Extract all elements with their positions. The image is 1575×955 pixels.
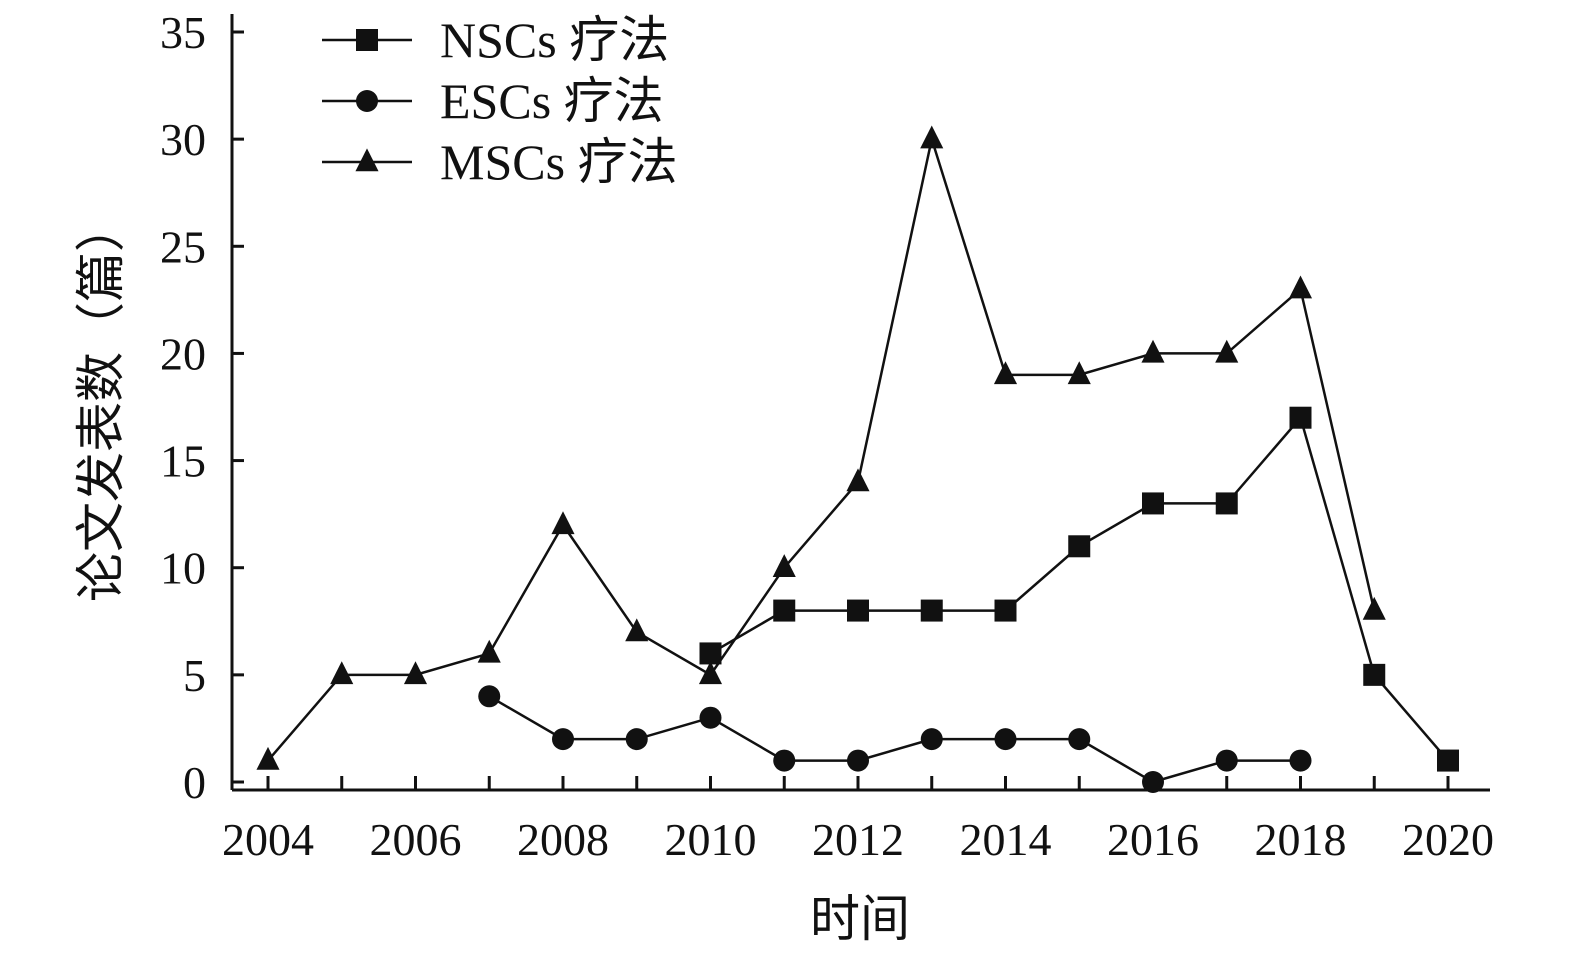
data-point-circle xyxy=(625,728,648,751)
y-tick-label: 0 xyxy=(183,757,206,808)
x-tick-label: 2020 xyxy=(1402,814,1494,865)
y-axis-title: 论文发表数（篇） xyxy=(73,202,129,602)
data-point-square xyxy=(773,599,796,622)
data-point-circle xyxy=(773,749,796,772)
legend-item: NSCs 疗法 xyxy=(322,12,669,68)
data-point-circle xyxy=(356,90,378,112)
data-point-triangle xyxy=(1141,339,1165,363)
data-point-triangle xyxy=(1215,339,1239,363)
data-point-triangle xyxy=(698,661,723,685)
data-point-circle xyxy=(994,728,1017,751)
data-point-triangle xyxy=(846,468,870,492)
data-point-square xyxy=(1068,535,1091,558)
y-tick-label: 20 xyxy=(160,328,206,379)
series-layer xyxy=(256,125,1459,793)
data-point-square xyxy=(1363,663,1386,686)
data-point-square xyxy=(994,599,1017,622)
data-point-circle xyxy=(552,728,574,751)
series-square xyxy=(699,406,1459,772)
x-tick-label: 2006 xyxy=(370,814,462,865)
x-tick-label: 2008 xyxy=(517,814,609,865)
x-tick-label: 2004 xyxy=(222,814,314,865)
legend-item: ESCs 疗法 xyxy=(322,73,664,129)
series-line xyxy=(709,415,1449,762)
series-line xyxy=(267,134,1376,762)
data-point-square xyxy=(920,599,943,622)
x-tick-label: 2014 xyxy=(960,814,1052,865)
y-tick-label: 30 xyxy=(160,114,206,165)
data-point-triangle xyxy=(772,554,796,577)
legend-label: NSCs 疗法 xyxy=(440,12,669,68)
data-point-triangle xyxy=(1067,361,1091,385)
data-point-triangle xyxy=(1288,275,1313,299)
x-axis-title: 时间 xyxy=(810,891,910,947)
data-point-circle xyxy=(1142,771,1164,793)
legend-label: MSCs 疗法 xyxy=(440,134,678,190)
x-tick-label: 2012 xyxy=(812,814,904,865)
data-point-circle xyxy=(699,706,722,729)
data-point-triangle xyxy=(625,618,649,642)
legend-label: ESCs 疗法 xyxy=(440,73,664,129)
y-axis: 0 5 10 15 20 25 30 35 xyxy=(160,7,244,808)
y-tick-label: 5 xyxy=(183,650,206,701)
data-point-circle xyxy=(847,749,869,772)
y-tick-label: 35 xyxy=(160,7,206,58)
legend-item: MSCs 疗法 xyxy=(322,134,678,190)
data-point-triangle xyxy=(256,746,280,770)
y-tick-label: 25 xyxy=(160,221,206,272)
y-ticks: 0 5 10 15 20 25 30 35 xyxy=(160,7,244,808)
data-point-triangle xyxy=(355,148,379,172)
data-point-square xyxy=(356,29,378,51)
data-point-triangle xyxy=(993,361,1018,385)
series-line xyxy=(488,695,1301,784)
x-ticks: 2004 2006 2008 2010 2012 2014 2016 2018 2020 xyxy=(222,776,1494,865)
y-tick-label: 15 xyxy=(160,436,206,487)
data-point-square xyxy=(699,642,722,665)
data-point-triangle xyxy=(920,125,944,149)
x-tick-label: 2010 xyxy=(665,814,757,865)
data-point-circle xyxy=(1215,749,1238,772)
data-point-triangle xyxy=(1362,596,1386,620)
data-point-circle xyxy=(478,685,501,708)
x-axis: 2004 2006 2008 2010 2012 2014 2016 2018 2020 xyxy=(222,776,1494,865)
data-point-triangle xyxy=(477,639,501,663)
data-point-triangle xyxy=(403,661,428,685)
data-point-square xyxy=(1215,492,1238,515)
data-point-triangle xyxy=(551,511,575,535)
data-point-square xyxy=(1289,406,1312,429)
series-circle xyxy=(478,685,1312,793)
x-tick-label: 2018 xyxy=(1255,814,1347,865)
data-point-square xyxy=(1142,492,1164,515)
y-tick-label: 10 xyxy=(160,543,206,594)
x-tick-label: 2016 xyxy=(1107,814,1199,865)
data-point-circle xyxy=(920,728,943,751)
data-point-circle xyxy=(1068,728,1091,751)
data-point-square xyxy=(1437,749,1459,772)
data-point-square xyxy=(847,599,869,622)
data-point-triangle xyxy=(330,661,354,685)
series-triangle xyxy=(256,125,1386,770)
data-point-circle xyxy=(1289,749,1312,772)
